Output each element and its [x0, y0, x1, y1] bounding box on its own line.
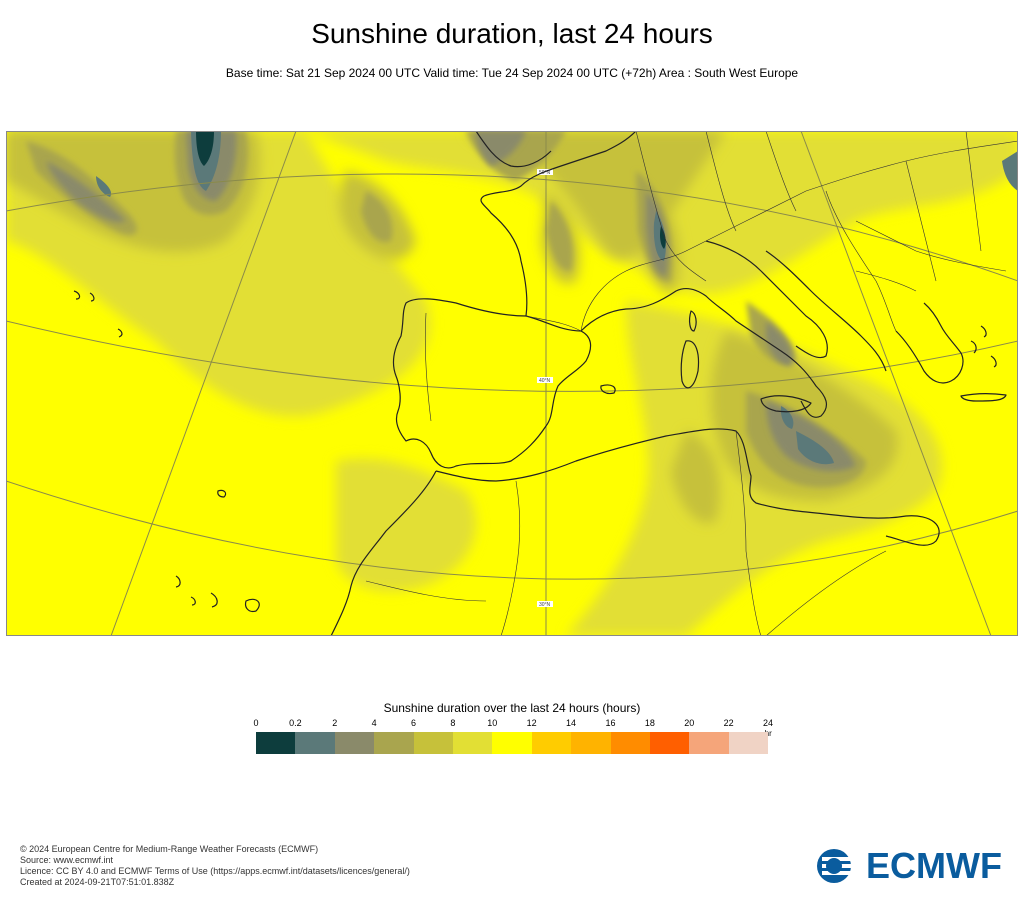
legend-swatch: [689, 732, 729, 754]
coast-sardinia: [680, 340, 700, 389]
legend-tick-label: 14: [566, 718, 577, 728]
coast-iberia: [392, 298, 592, 469]
legend-swatch: [295, 732, 335, 754]
legend-swatch: [256, 732, 296, 754]
chart-subtitle: Base time: Sat 21 Sep 2024 00 UTC Valid …: [225, 66, 799, 80]
footer-created: Created at 2024-09-21T07:51:01.838Z: [20, 877, 175, 887]
sunshine-map: 50°N 40°N 30°N: [6, 131, 1018, 636]
coast-crete: [960, 393, 1007, 402]
footer: © 2024 European Centre for Medium-Range …: [20, 844, 410, 888]
chart-title: Sunshine duration, last 24 hours: [311, 18, 713, 49]
coast-north-africa: [435, 428, 940, 546]
legend-tick-label: 20: [684, 718, 695, 728]
ecmwf-logo-mark-icon: [817, 849, 862, 883]
legend-tick-label: 22: [723, 718, 734, 728]
legend-tick-label: 12: [526, 718, 537, 728]
legend-swatch: [531, 732, 572, 754]
legend-tick-label: 8: [450, 718, 456, 728]
footer-source: Source: www.ecmwf.int: [20, 855, 114, 865]
map-svg: 50°N 40°N 30°N: [6, 131, 1018, 636]
legend-swatch: [649, 732, 690, 754]
footer-copyright: © 2024 European Centre for Medium-Range …: [20, 844, 319, 854]
legend-swatch: [452, 732, 493, 754]
legend-tick-label: 0: [253, 718, 259, 728]
legend-swatch: [610, 732, 650, 754]
sunshine-field-0-0.2: [196, 131, 666, 249]
legend-swatch: [492, 732, 532, 754]
footer-licence: Licence: CC BY 4.0 and ECMWF Terms of Us…: [20, 866, 410, 876]
legend-swatch: [334, 732, 375, 754]
coast-gulf-lion: [580, 287, 828, 418]
lat-label-50: 50°N: [539, 170, 551, 176]
legend-tick-label: 6: [411, 718, 417, 728]
ecmwf-logo-text: ECMWF: [866, 845, 1002, 886]
legend-tick-label: 18: [644, 718, 655, 728]
ecmwf-logo: ECMWF: [814, 846, 1014, 886]
graticule: [6, 131, 1018, 636]
legend-tick-label: 24: [762, 718, 774, 728]
legend-tick-label: 0.2: [289, 718, 302, 728]
coast-adriatic: [765, 250, 887, 372]
legend-swatch: [413, 732, 453, 754]
legend-tick-label: 4: [371, 718, 377, 728]
coastlines: [73, 131, 1007, 636]
coast-italy: [705, 240, 828, 359]
legend-tick-label: 16: [605, 718, 616, 728]
coast-morocco-atlantic: [330, 470, 437, 636]
coast-aegean-islands: [970, 325, 997, 368]
lat-label-40: 40°N: [539, 378, 551, 384]
coast-corsica: [688, 310, 697, 332]
legend-title: Sunshine duration over the last 24 hours…: [383, 701, 641, 715]
legend-swatch: [374, 732, 414, 754]
legend-swatch: [571, 732, 611, 754]
legend-ticks: 0 0.2 2 4 6 8 10 12 14 16 18 20 22 24: [240, 718, 800, 730]
coast-sicily: [760, 395, 812, 413]
coast-canaries: [175, 575, 260, 613]
legend-colorbar: [256, 732, 769, 754]
coast-greece: [895, 302, 964, 384]
lat-label-30: 30°N: [539, 602, 551, 608]
legend-tick-label: 2: [332, 718, 338, 728]
coast-balearic: [600, 384, 616, 395]
coast-azores: [73, 290, 123, 338]
legend-swatch: [728, 732, 769, 754]
legend-tick-label: 10: [487, 718, 498, 728]
borders: [365, 131, 1018, 636]
coast-france: [480, 131, 637, 317]
coast-uk-south: [475, 131, 552, 168]
map-frame: [6, 131, 1018, 636]
coast-madeira: [217, 489, 227, 498]
